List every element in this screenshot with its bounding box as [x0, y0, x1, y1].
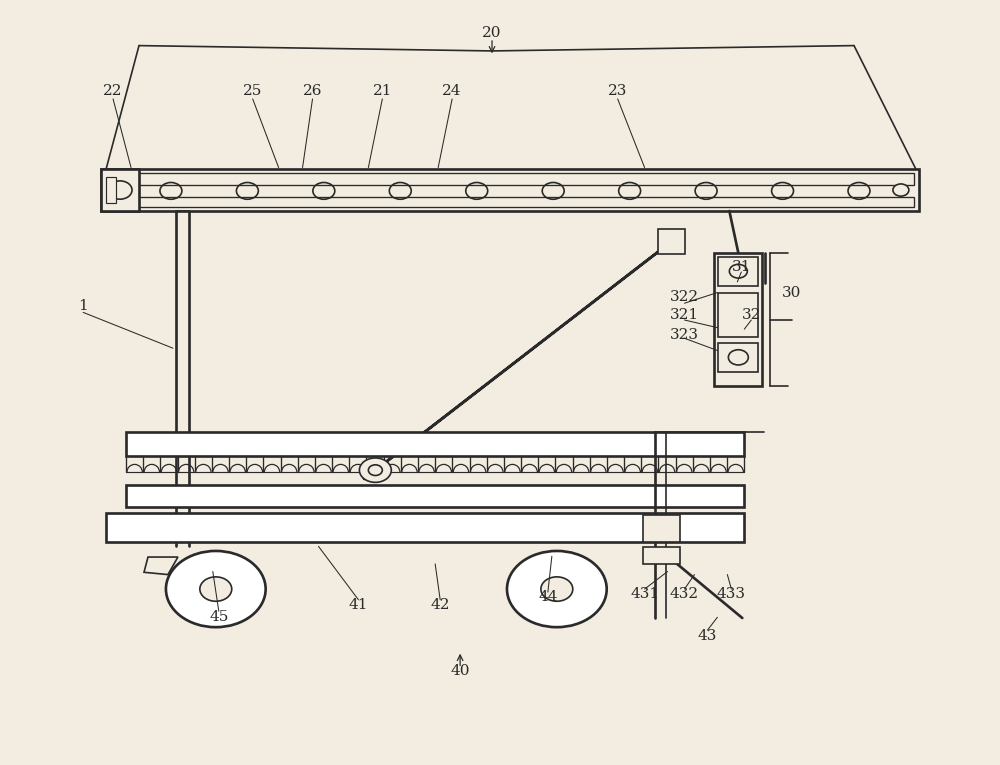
Text: 43: 43: [698, 629, 717, 643]
Text: 431: 431: [630, 588, 659, 601]
Text: 21: 21: [373, 84, 392, 99]
Bar: [101, 169, 919, 211]
Bar: [658, 229, 685, 255]
Circle shape: [368, 465, 382, 476]
Text: 42: 42: [430, 598, 450, 612]
Text: 20: 20: [482, 27, 502, 41]
Text: 22: 22: [103, 84, 123, 99]
Bar: [106, 513, 744, 542]
Text: 24: 24: [442, 84, 462, 99]
Bar: [126, 432, 744, 457]
Text: 32: 32: [742, 308, 761, 322]
Text: 44: 44: [538, 591, 558, 604]
Text: 323: 323: [670, 328, 699, 342]
Text: 41: 41: [349, 598, 368, 612]
Circle shape: [893, 184, 909, 196]
Text: 432: 432: [670, 588, 699, 601]
Circle shape: [359, 458, 391, 483]
Text: 322: 322: [670, 290, 699, 304]
Text: 321: 321: [670, 308, 699, 322]
Polygon shape: [144, 557, 178, 575]
Bar: [106, 173, 914, 185]
Text: 30: 30: [782, 285, 801, 300]
Circle shape: [541, 577, 573, 601]
Circle shape: [166, 551, 266, 627]
Circle shape: [729, 265, 747, 278]
Text: 40: 40: [450, 663, 470, 678]
Bar: [718, 257, 758, 285]
Polygon shape: [363, 233, 684, 479]
Text: 1: 1: [78, 299, 88, 314]
Bar: [101, 169, 139, 211]
Bar: [714, 253, 762, 386]
Circle shape: [507, 551, 607, 627]
Bar: [106, 177, 116, 203]
Bar: [643, 515, 680, 542]
Bar: [718, 292, 758, 337]
Circle shape: [662, 234, 681, 249]
Text: 25: 25: [243, 84, 262, 99]
Circle shape: [108, 181, 132, 199]
Bar: [643, 547, 680, 564]
Text: 23: 23: [608, 84, 627, 99]
Text: 433: 433: [717, 588, 746, 601]
Text: 26: 26: [303, 84, 322, 99]
Circle shape: [200, 577, 232, 601]
Bar: [718, 343, 758, 372]
Text: 45: 45: [209, 610, 228, 624]
Bar: [126, 486, 744, 506]
Bar: [106, 197, 914, 207]
Text: 31: 31: [732, 259, 751, 274]
Circle shape: [728, 350, 748, 365]
